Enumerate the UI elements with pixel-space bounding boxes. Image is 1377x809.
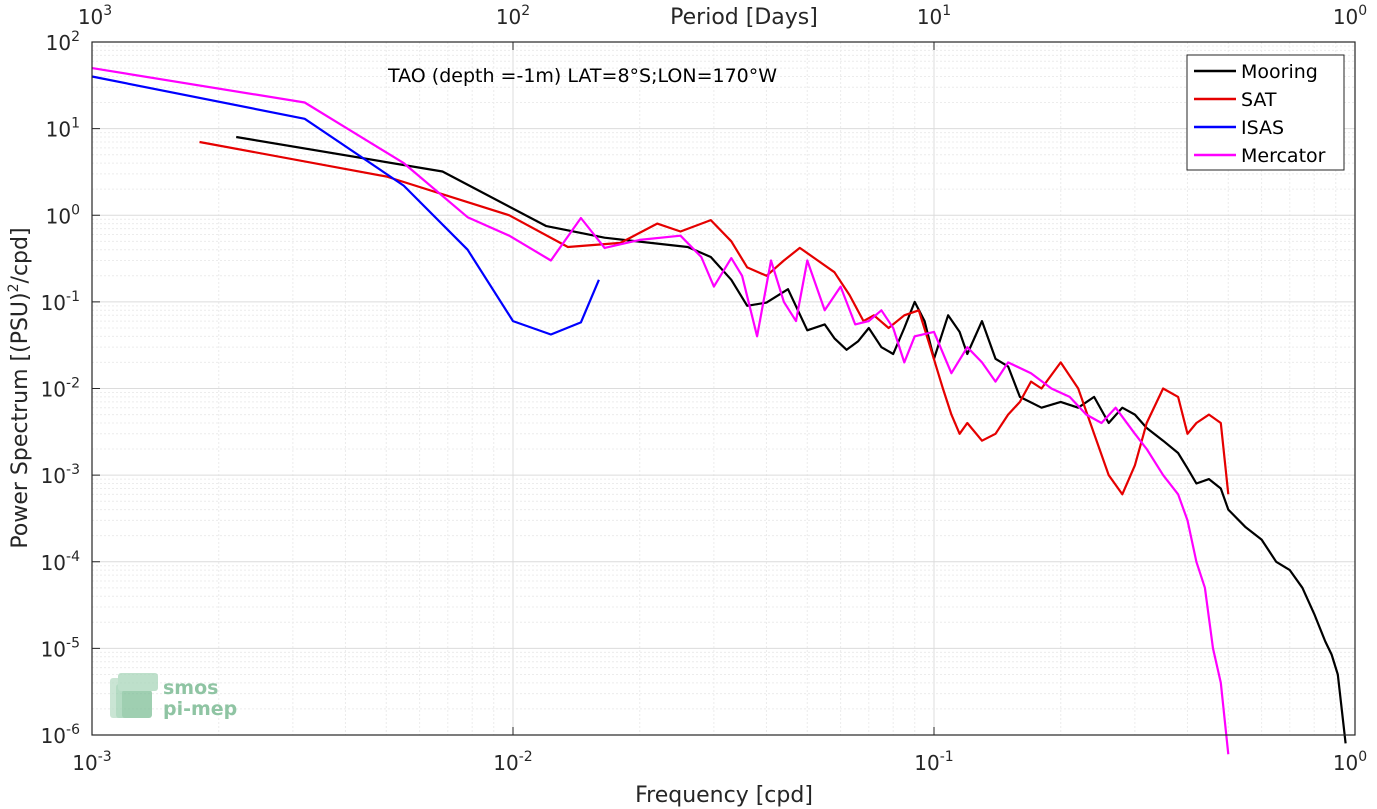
y-tick-label-exp: -6 xyxy=(66,722,80,738)
y-axis-label-tail: /cpd] xyxy=(8,227,33,283)
y-tick-label: 10-6 xyxy=(41,722,81,748)
y-tick-label: 10-3 xyxy=(41,462,80,488)
series-line-mooring xyxy=(236,135,1347,744)
top-tick-label-exp: 3 xyxy=(103,3,112,19)
legend: Mooring SAT ISAS Mercator xyxy=(1186,54,1345,171)
y-tick-label-exp: -5 xyxy=(66,635,80,651)
x-tick-label: 10-2 xyxy=(493,749,532,775)
y-tick-label-exp: 1 xyxy=(71,116,80,132)
y-tick-label-exp: -3 xyxy=(66,462,80,478)
y-tick-label-base: 10 xyxy=(41,724,66,748)
y-axis-label-main: Power Spectrum [(PSU) xyxy=(8,292,33,548)
top-tick-label-base: 10 xyxy=(1333,5,1358,29)
chart-annotation: TAO (depth =-1m) LAT=8°S;LON=170°W xyxy=(387,65,777,87)
x-tick-label-base: 10 xyxy=(914,751,939,775)
top-tick-label: 103 xyxy=(78,3,112,29)
y-tick-label: 10-2 xyxy=(41,376,80,402)
y-tick-label-base: 10 xyxy=(41,464,66,488)
grid xyxy=(91,42,1355,736)
y-tick-label: 100 xyxy=(46,202,80,228)
y-tick-label-base: 10 xyxy=(46,118,71,142)
top-tick-label: 101 xyxy=(917,3,951,29)
x-tick-label-exp: -1 xyxy=(940,749,954,765)
x-tick-label-exp: 0 xyxy=(1358,749,1367,765)
top-tick-label: 100 xyxy=(1333,3,1367,29)
logo-line2: pi-mep xyxy=(163,698,237,720)
smos-pi-mep-logo: smos pi-mep xyxy=(110,673,237,720)
x-tick-label-exp: -2 xyxy=(519,749,533,765)
top-tick-label: 102 xyxy=(496,3,530,29)
top-tick-label-base: 10 xyxy=(496,5,521,29)
legend-label-mooring: Mooring xyxy=(1241,61,1318,83)
x-axis-label: Frequency [cpd] xyxy=(635,783,813,808)
y-tick-label-exp: -2 xyxy=(66,376,80,392)
series-line-isas xyxy=(91,75,600,336)
x-tick-label-exp: -3 xyxy=(98,749,112,765)
series-layer xyxy=(91,67,1347,755)
y-tick-label: 102 xyxy=(46,29,80,55)
y-tick-label: 10-4 xyxy=(41,549,81,575)
top-tick-label-exp: 2 xyxy=(521,3,530,19)
y-axis-label-sup: 2 xyxy=(6,283,22,292)
legend-label-isas: ISAS xyxy=(1241,117,1284,139)
x-tick-label-base: 10 xyxy=(1333,751,1358,775)
series-line-mercator xyxy=(91,67,1230,755)
y-tick-label-base: 10 xyxy=(46,204,71,228)
axis-ticks: 10-3 10-2 10-1 10010210110010-110-210-310-4… xyxy=(41,3,1368,775)
y-tick-label-base: 10 xyxy=(41,551,66,575)
y-tick-label-base: 10 xyxy=(41,637,66,661)
y-tick-label-base: 10 xyxy=(41,378,66,402)
y-tick-label-base: 10 xyxy=(46,31,71,55)
y-tick-label: 10-1 xyxy=(41,289,80,315)
x-tick-label: 10-3 xyxy=(72,749,111,775)
x-tick-label: 10-1 xyxy=(914,749,953,775)
top-tick-label-base: 10 xyxy=(78,5,103,29)
top-tick-label-exp: 0 xyxy=(1358,3,1367,19)
legend-box xyxy=(1186,54,1345,171)
y-tick-label-exp: 0 xyxy=(71,202,80,218)
y-tick-label-exp: 2 xyxy=(71,29,80,45)
y-tick-label: 101 xyxy=(46,116,80,142)
x-tick-label: 100 xyxy=(1333,749,1367,775)
y-tick-label: 10-5 xyxy=(41,635,80,661)
y-tick-label-exp: -1 xyxy=(66,289,80,305)
logo-mark-icon xyxy=(110,673,158,718)
series-line-sat xyxy=(199,140,1230,496)
legend-label-sat: SAT xyxy=(1241,89,1277,111)
top-axis-label: Period [Days] xyxy=(670,5,818,30)
top-tick-label-exp: 1 xyxy=(942,3,951,19)
legend-label-mercator: Mercator xyxy=(1241,145,1326,167)
x-tick-label-base: 10 xyxy=(493,751,518,775)
x-tick-label-base: 10 xyxy=(72,751,97,775)
logo-line1: smos xyxy=(163,677,218,699)
y-axis-label: Power Spectrum [(PSU)2/cpd] xyxy=(6,227,33,548)
y-tick-label-base: 10 xyxy=(41,291,66,315)
top-tick-label-base: 10 xyxy=(917,5,942,29)
y-tick-label-exp: -4 xyxy=(66,549,80,565)
